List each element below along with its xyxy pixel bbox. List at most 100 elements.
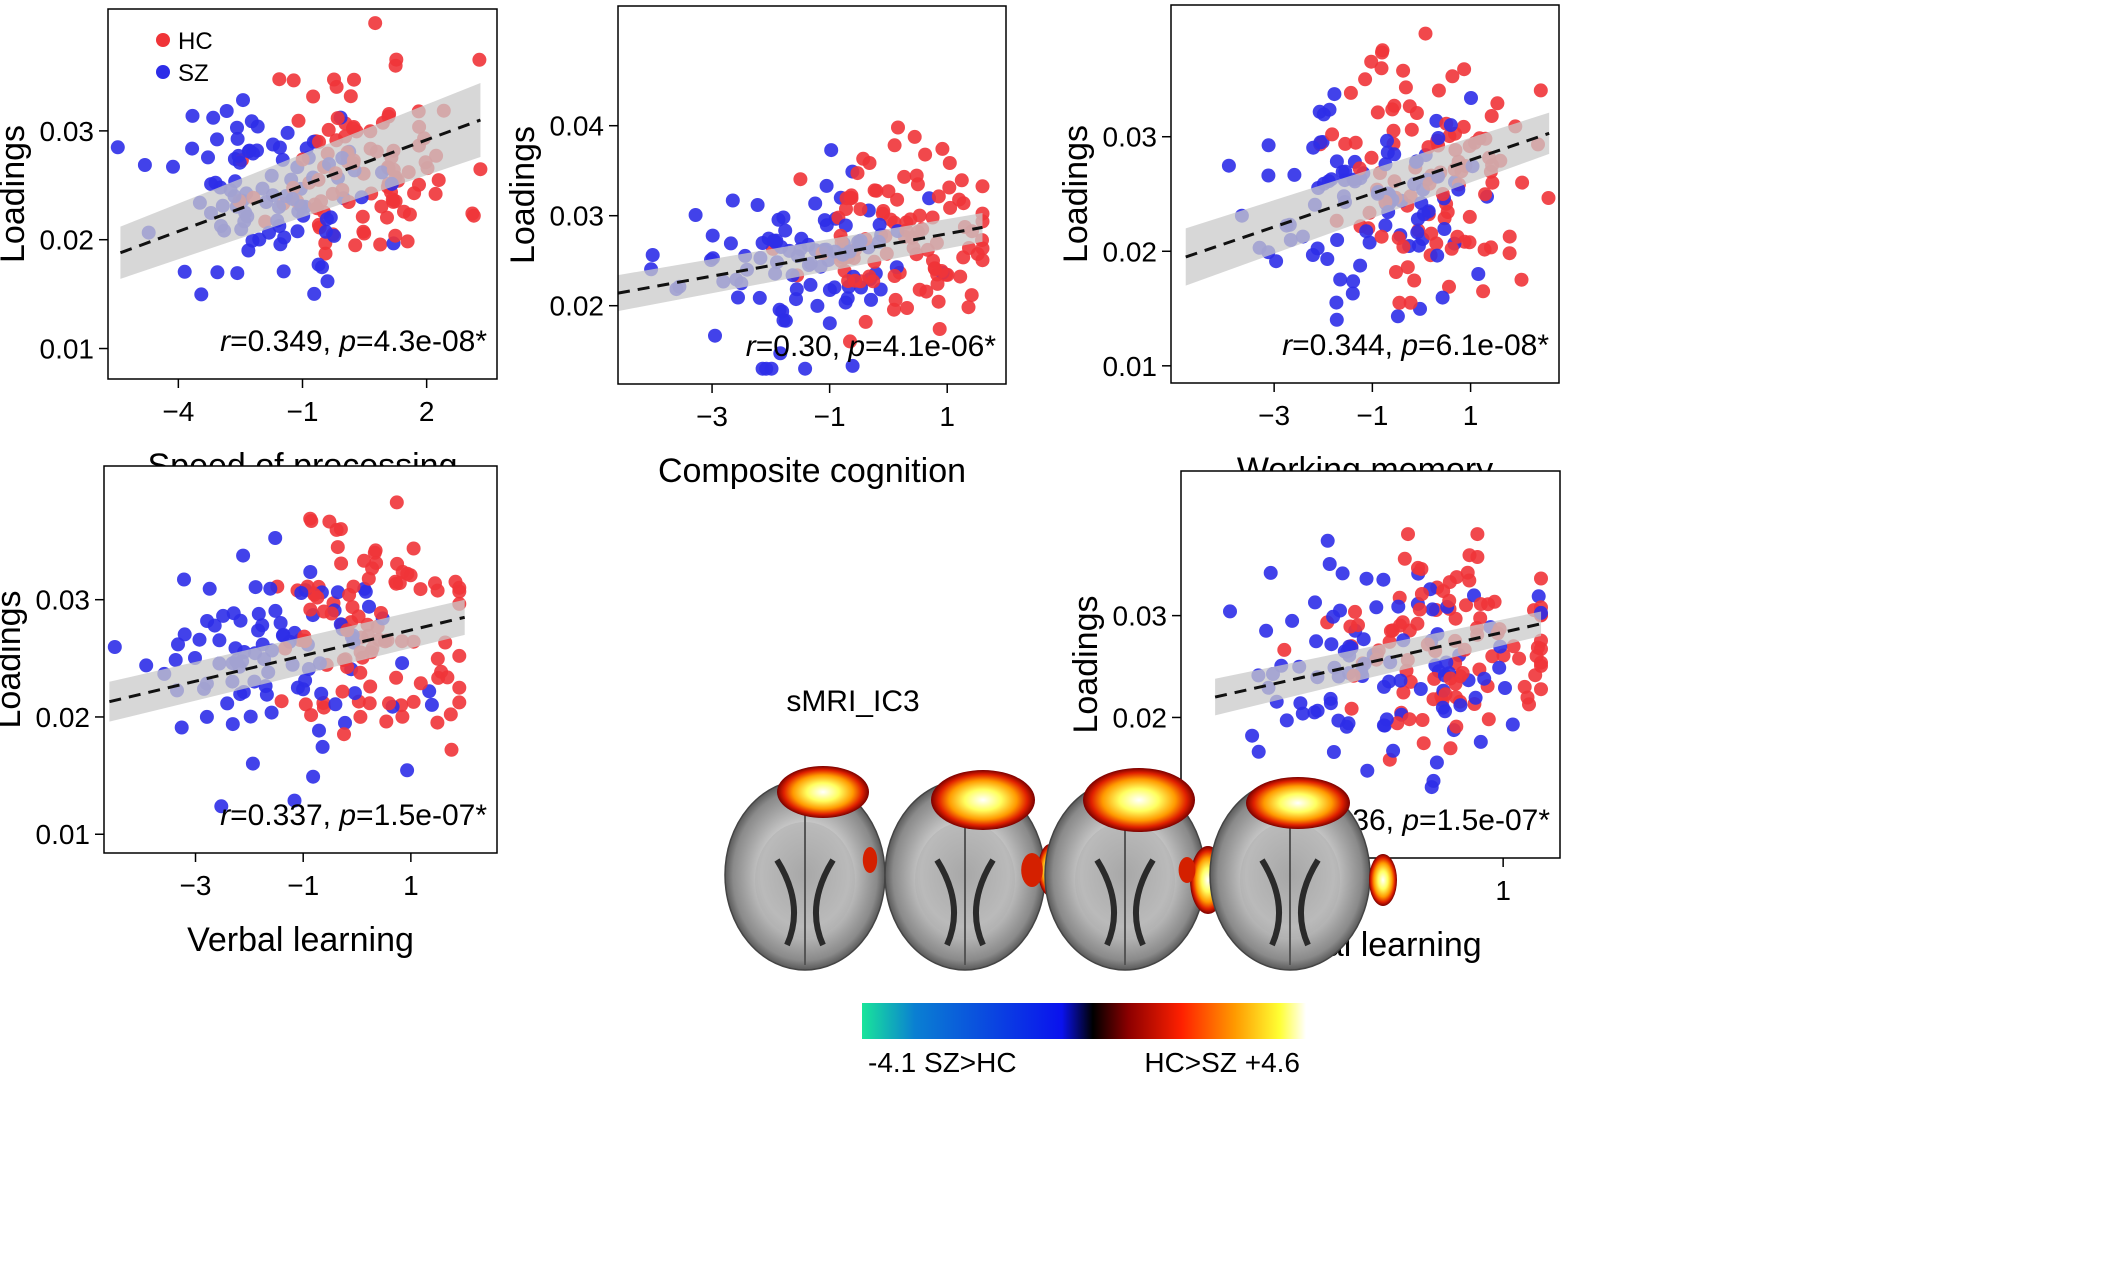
point-sz [1313, 135, 1328, 150]
point-hc [1400, 260, 1415, 275]
brain-slice-4 [1178, 777, 1397, 971]
point-sz [1453, 698, 1468, 713]
point-sz [1498, 681, 1512, 695]
point-sz [798, 361, 813, 376]
x-tick-label: −1 [1356, 400, 1388, 431]
point-sz [314, 686, 329, 701]
point-hc [1418, 26, 1433, 41]
point-sz [358, 584, 373, 599]
confidence-band [1215, 611, 1542, 716]
point-sz [819, 178, 834, 193]
point-sz [1259, 623, 1274, 638]
x-tick-label: −1 [287, 870, 319, 901]
point-sz [248, 580, 263, 595]
point-hc [472, 52, 487, 67]
point-sz [315, 739, 330, 754]
point-sz [1329, 295, 1344, 310]
scatter-panel-speed-of-processing: −4−120.010.020.03Speed of processingLoad… [0, 8, 498, 485]
x-tick-label: 1 [1463, 400, 1479, 431]
point-sz [307, 286, 322, 301]
brain-slice-3 [1021, 768, 1226, 971]
point-sz [206, 110, 221, 125]
point-sz [1369, 600, 1384, 615]
point-hc [348, 238, 363, 253]
point-hc [942, 180, 957, 195]
point-hc [942, 156, 957, 170]
point-sz [1346, 274, 1361, 289]
point-hc [932, 322, 947, 336]
point-sz [273, 237, 288, 252]
point-hc [935, 141, 950, 156]
point-sz [864, 292, 878, 307]
point-hc [1396, 239, 1411, 254]
correlation-annotation: r=0.344, p=6.1e-08* [1282, 329, 1549, 362]
point-hc [1390, 716, 1405, 731]
point-hc [440, 670, 455, 685]
point-hc [928, 262, 943, 276]
point-hc [1392, 295, 1407, 310]
point-hc [931, 294, 946, 309]
point-hc [1348, 135, 1363, 150]
point-sz [214, 799, 229, 814]
point-hc [903, 212, 918, 227]
point-sz [280, 125, 295, 140]
point-sz [1435, 700, 1450, 715]
point-hc [1343, 619, 1358, 634]
point-sz [773, 346, 788, 361]
point-sz [110, 140, 125, 155]
y-tick-label: 0.03 [1113, 601, 1168, 632]
point-hc [286, 73, 301, 88]
point-hc [1449, 719, 1464, 734]
point-sz [1326, 745, 1341, 759]
legend-sz-label: SZ [178, 60, 209, 87]
point-sz [723, 236, 738, 251]
point-sz [1387, 147, 1402, 162]
point-hc [291, 113, 306, 128]
correlation-annotation: r=0.30, p=4.1e-06* [746, 330, 997, 363]
point-sz [1327, 87, 1342, 102]
point-sz [1378, 218, 1393, 233]
point-sz [166, 159, 180, 174]
point-sz [822, 316, 837, 331]
point-sz [1379, 712, 1394, 727]
point-sz [273, 616, 288, 630]
point-hc [1533, 83, 1548, 98]
point-hc [346, 579, 361, 594]
point-sz [1393, 673, 1408, 688]
point-sz [1307, 705, 1322, 720]
point-sz [303, 565, 318, 579]
point-sz [1263, 565, 1278, 580]
point-hc [334, 556, 349, 571]
regression-line [617, 225, 983, 295]
point-sz [137, 158, 152, 172]
point-hc [1385, 102, 1400, 117]
point-sz [819, 218, 834, 233]
point-sz [230, 120, 244, 135]
point-sz [808, 196, 823, 211]
y-tick-label: 0.02 [1103, 236, 1158, 267]
point-sz [243, 709, 258, 724]
point-hc [1462, 573, 1477, 588]
point-sz [177, 264, 192, 279]
point-sz [708, 328, 722, 343]
point-hc [369, 555, 384, 570]
point-hc [303, 602, 318, 617]
point-sz [1251, 744, 1266, 759]
point-sz [725, 193, 740, 208]
point-sz [645, 248, 660, 262]
point-hc [1416, 736, 1431, 751]
point-sz [1221, 158, 1236, 173]
point-hc [964, 288, 979, 303]
point-hc [380, 210, 394, 225]
point-sz [752, 290, 767, 305]
confidence-band [618, 213, 983, 312]
colorbar [862, 1003, 1306, 1039]
point-hc [1534, 571, 1548, 586]
point-sz [1362, 235, 1377, 250]
point-hc [1407, 273, 1422, 288]
point-hc [452, 580, 467, 595]
point-sz [1320, 533, 1335, 548]
point-sz [230, 131, 245, 146]
point-hc [793, 172, 808, 187]
